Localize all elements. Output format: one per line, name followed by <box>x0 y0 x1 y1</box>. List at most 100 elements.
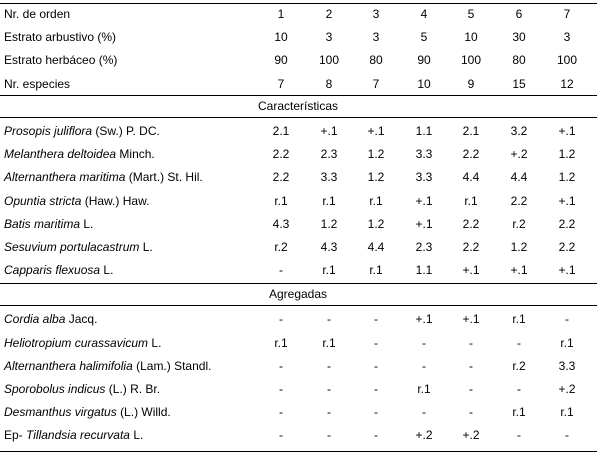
cell-value: r.1 <box>560 335 574 350</box>
cell-value: 100 <box>556 53 578 68</box>
cell-value: 2.2 <box>462 216 480 231</box>
author: (Lam.) Standl. <box>136 358 212 373</box>
cell-value: r.1 <box>369 193 383 208</box>
author: Minch. <box>119 147 155 162</box>
cell-value: - <box>279 312 283 327</box>
cell-value: 4 <box>420 7 428 21</box>
rule <box>0 450 597 452</box>
cell-value: +.1 <box>415 312 433 327</box>
cell-value: - <box>469 405 473 420</box>
cell-value: +.1 <box>415 193 433 208</box>
cell-value: 3.3 <box>415 147 433 162</box>
cell-value: +.1 <box>320 124 338 138</box>
row-label: Nr. de orden <box>4 7 71 21</box>
species-label: Capparis flexuosa L. <box>4 263 113 277</box>
cell-value: - <box>327 428 331 443</box>
cell-value: 4.3 <box>320 240 338 254</box>
cell-value: r.1 <box>369 263 383 278</box>
species-name: Sporobolus indicus <box>4 382 106 396</box>
species-label: Alternanthera maritima (Mart.) St. Hil. <box>4 170 203 184</box>
section-title: Agregadas <box>268 287 328 302</box>
cell-value: - <box>279 405 283 420</box>
cell-value: 1.2 <box>367 170 385 185</box>
cell-value: r.2 <box>512 358 526 373</box>
author: L. <box>83 216 94 231</box>
rule <box>0 117 597 118</box>
species-label: Melanthera deltoidea Minch. <box>4 147 155 161</box>
cell-value: 3 <box>563 30 571 45</box>
cell-value: 3 <box>325 30 333 45</box>
cell-value: +.1 <box>558 263 576 278</box>
cell-value: 3.3 <box>558 358 576 373</box>
cell-value: 2.2 <box>272 147 290 162</box>
cell-value: - <box>279 428 283 443</box>
author: (Mart.) St. Hil. <box>128 170 203 185</box>
cell-value: r.1 <box>274 335 288 350</box>
cell-value: r.1 <box>274 193 288 208</box>
cell-value: 100 <box>460 53 482 68</box>
cell-value: - <box>374 428 378 443</box>
prefix: Ep- <box>4 428 23 443</box>
rule <box>0 95 597 96</box>
rule <box>0 3 597 4</box>
species-label: Batis maritima L. <box>4 217 93 231</box>
cell-value: r.1 <box>512 312 526 327</box>
species-name: Capparis flexuosa <box>4 263 101 278</box>
species-name: Alternanthera maritima <box>4 170 126 185</box>
cell-value: +.1 <box>558 124 576 138</box>
cell-value: - <box>469 358 473 373</box>
cell-value: - <box>517 428 521 443</box>
cell-value: - <box>374 405 378 420</box>
cell-value: 12 <box>560 76 574 91</box>
cell-value: 10 <box>274 30 288 45</box>
cell-value: +.1 <box>415 216 433 231</box>
cell-value: 1.2 <box>320 216 338 231</box>
cell-value: - <box>374 358 378 373</box>
species-name: Cordia alba <box>4 312 66 327</box>
cell-value: 9 <box>467 76 475 91</box>
cell-value: +.2 <box>462 428 480 443</box>
cell-value: - <box>517 382 521 396</box>
species-label: Alternanthera halimifolia (Lam.) Standl. <box>4 359 211 373</box>
cell-value: 2.2 <box>462 240 480 254</box>
author: L. <box>142 240 153 254</box>
cell-value: 2.1 <box>272 124 290 138</box>
cell-value: 5 <box>467 7 475 21</box>
species-name: Tillandsia recurvata <box>26 428 130 443</box>
cell-value: 7 <box>372 76 380 91</box>
cell-value: 100 <box>318 53 340 68</box>
cell-value: 80 <box>369 53 383 68</box>
species-label: Prosopis juliflora (Sw.) P. DC. <box>4 124 160 138</box>
cell-value: - <box>327 382 331 396</box>
cell-value: r.2 <box>274 240 288 254</box>
cell-value: 90 <box>417 53 431 68</box>
cell-value: - <box>279 263 283 278</box>
cell-value: 30 <box>512 30 526 45</box>
cell-value: r.1 <box>512 405 526 420</box>
cell-value: +.1 <box>462 312 480 327</box>
cell-value: 6 <box>515 7 523 21</box>
rule <box>0 283 597 285</box>
species-name: Desmanthus virgatus <box>4 405 117 420</box>
species-name: Melanthera deltoidea <box>4 147 117 162</box>
author: L. <box>151 335 162 350</box>
species-label: Ep- Tillandsia recurvata L. <box>4 428 143 442</box>
cell-value: 1.2 <box>367 216 385 231</box>
cell-value: - <box>422 358 426 373</box>
rule <box>0 305 597 307</box>
author: L. <box>103 263 114 278</box>
cell-value: 1.2 <box>510 240 528 254</box>
cell-value: 4.3 <box>272 216 290 231</box>
cell-value: 3 <box>372 30 380 45</box>
cell-value: 1.1 <box>415 124 433 138</box>
cell-value: 1 <box>277 7 285 21</box>
row-label: Nr. especies <box>4 76 71 91</box>
cell-value: 3.2 <box>510 124 528 138</box>
cell-value: - <box>374 382 378 396</box>
cell-value: +.2 <box>510 147 528 162</box>
species-name: Opuntia stricta <box>4 193 82 208</box>
cell-value: - <box>374 312 378 327</box>
cell-value: - <box>469 382 473 396</box>
cell-value: +.1 <box>367 124 385 138</box>
cell-value: r.1 <box>464 193 478 208</box>
